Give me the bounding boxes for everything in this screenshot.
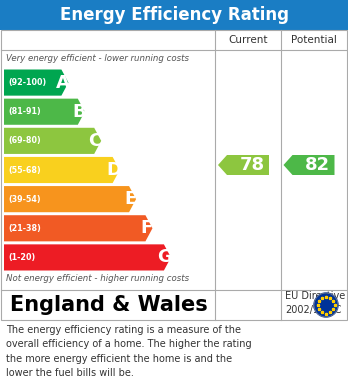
Text: Very energy efficient - lower running costs: Very energy efficient - lower running co… — [6, 54, 189, 63]
Text: (92-100): (92-100) — [8, 78, 46, 87]
Polygon shape — [284, 155, 334, 175]
Bar — [1, 30, 347, 320]
Polygon shape — [4, 99, 85, 125]
Text: (1-20): (1-20) — [8, 253, 35, 262]
Polygon shape — [4, 186, 136, 212]
Text: (21-38): (21-38) — [8, 224, 41, 233]
Text: E: E — [124, 190, 136, 208]
Polygon shape — [4, 215, 152, 241]
Polygon shape — [4, 244, 171, 271]
Text: (39-54): (39-54) — [8, 195, 41, 204]
Text: (69-80): (69-80) — [8, 136, 41, 145]
Bar — [0, 0, 348, 30]
Text: Potential: Potential — [291, 35, 337, 45]
Text: D: D — [106, 161, 121, 179]
Text: G: G — [157, 248, 172, 266]
Text: Current: Current — [228, 35, 268, 45]
Text: B: B — [72, 103, 86, 121]
Polygon shape — [4, 128, 101, 154]
Text: F: F — [140, 219, 152, 237]
Text: The energy efficiency rating is a measure of the
overall efficiency of a home. T: The energy efficiency rating is a measur… — [6, 325, 252, 378]
Text: Energy Efficiency Rating: Energy Efficiency Rating — [60, 6, 288, 24]
Text: 82: 82 — [305, 156, 330, 174]
Text: 78: 78 — [239, 156, 264, 174]
Text: A: A — [55, 74, 69, 91]
Text: (55-68): (55-68) — [8, 165, 41, 174]
Polygon shape — [4, 70, 69, 96]
Circle shape — [314, 293, 338, 317]
Text: C: C — [89, 132, 102, 150]
Text: Not energy efficient - higher running costs: Not energy efficient - higher running co… — [6, 274, 189, 283]
Text: (81-91): (81-91) — [8, 107, 41, 116]
Text: England & Wales: England & Wales — [10, 295, 208, 315]
Polygon shape — [4, 157, 120, 183]
Text: EU Directive
2002/91/EC: EU Directive 2002/91/EC — [285, 291, 345, 315]
Polygon shape — [218, 155, 269, 175]
